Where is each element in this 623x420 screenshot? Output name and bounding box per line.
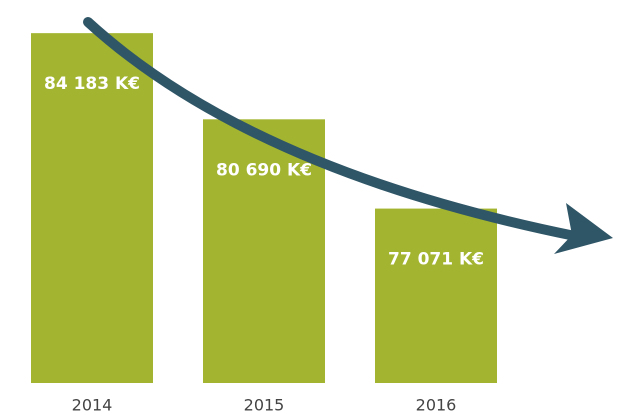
value-label: 84 183 K€ [44, 74, 140, 94]
x-tick-label: 2015 [244, 396, 285, 415]
value-label: 80 690 K€ [216, 160, 312, 180]
bar [375, 208, 497, 383]
value-label: 77 071 K€ [388, 250, 484, 270]
bars [31, 33, 497, 384]
trend-arrow [83, 17, 580, 241]
x-tick-label: 2016 [416, 396, 457, 415]
x-tick-label: 2014 [72, 396, 113, 415]
bar [31, 33, 153, 383]
bar [203, 119, 325, 384]
arrow-head [554, 203, 613, 254]
